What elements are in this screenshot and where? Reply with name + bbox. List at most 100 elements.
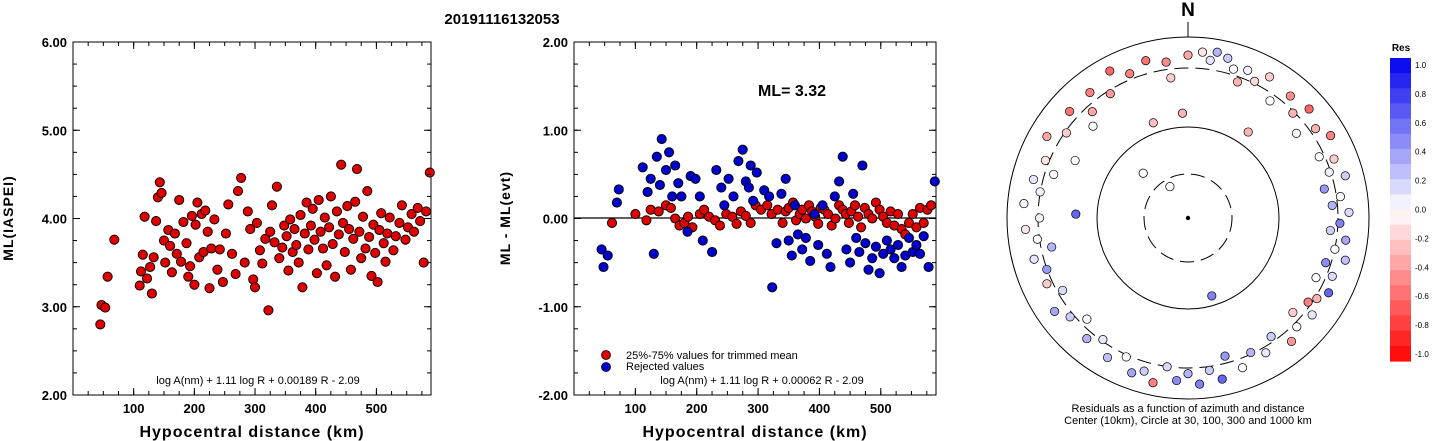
data-point xyxy=(777,217,788,228)
data-point xyxy=(348,233,359,244)
data-point xyxy=(611,197,622,208)
station-point xyxy=(1162,362,1172,372)
colorbar-cell xyxy=(1390,345,1411,362)
station-point xyxy=(1105,89,1115,99)
x-tick-label: 400 xyxy=(809,401,831,416)
station-point xyxy=(1326,131,1336,141)
station-point xyxy=(1324,167,1334,177)
data-point xyxy=(813,218,824,229)
data-point xyxy=(160,257,171,268)
data-point xyxy=(834,176,845,187)
station-point xyxy=(1288,108,1298,118)
colorbar-tick-label: -0.4 xyxy=(1415,263,1429,272)
data-point xyxy=(271,181,282,192)
data-point xyxy=(613,184,624,195)
data-point xyxy=(370,247,381,258)
station-point xyxy=(1165,182,1175,192)
station-point xyxy=(1042,264,1052,274)
data-point xyxy=(274,253,285,264)
y-axis-label: ML(IASPEI) xyxy=(0,175,16,260)
plot-frame xyxy=(72,41,432,396)
data-point xyxy=(854,246,865,258)
station-point xyxy=(1161,57,1171,67)
y-tick-label: 4.00 xyxy=(42,212,67,227)
axes: 100 200 300 400 500 2.00 3.00 4.00 5.00 6.00 xyxy=(42,35,431,416)
legend-marker-trimmed xyxy=(601,350,611,360)
data-point xyxy=(141,273,153,284)
data-point xyxy=(667,191,678,202)
station-point xyxy=(1285,91,1295,101)
station-point xyxy=(1286,336,1297,346)
data-point xyxy=(319,212,330,223)
colorbar-cell xyxy=(1390,300,1411,317)
data-point xyxy=(313,194,324,206)
data-point xyxy=(707,246,718,258)
station-point xyxy=(1085,87,1095,98)
data-point xyxy=(848,188,859,199)
colorbar-cell xyxy=(1390,194,1411,211)
data-point xyxy=(102,271,113,282)
station-point xyxy=(1237,363,1248,373)
station-point xyxy=(1029,254,1039,264)
station-point xyxy=(1127,368,1137,378)
data-point xyxy=(656,134,667,145)
ring-1000km xyxy=(1006,36,1370,400)
data-point xyxy=(394,217,405,228)
colorbar-tick-labels: 1.0 0.8 0.6 0.4 0.2 0.0 -0.2 -0.4 -0.6 -0.8 -1.0 xyxy=(1415,61,1429,359)
data-point xyxy=(95,319,106,330)
data-point xyxy=(357,211,369,222)
station-point xyxy=(1205,55,1215,65)
data-point xyxy=(740,210,751,221)
station-point xyxy=(1207,291,1217,301)
residual-colorbar: Res 1.0 0.8 0.6 0.4 0.2 0.0 -0.2 -0.4 -0.6 -0.8 -1… xyxy=(1390,43,1429,362)
colorbar-tick-label: -1.0 xyxy=(1415,350,1429,359)
data-point xyxy=(867,213,878,224)
data-point xyxy=(745,217,756,228)
station-point xyxy=(1243,65,1253,75)
data-point xyxy=(209,214,220,225)
data-point xyxy=(923,261,934,273)
data-point xyxy=(360,243,371,254)
ring-30km xyxy=(1143,173,1233,263)
data-point xyxy=(682,226,693,237)
colorbar-tick-label: 1.0 xyxy=(1415,61,1427,70)
residual-vs-distance-chart: 100 200 300 400 500 -2.00 -1.00 0.00 1.00 2.00 ML… xyxy=(497,35,940,441)
station-point xyxy=(1040,155,1050,165)
station-point xyxy=(1042,131,1052,142)
legend-label-rejected: Rejected values xyxy=(626,361,705,373)
data-point xyxy=(344,224,355,235)
data-point xyxy=(602,250,613,261)
azimuth-residual-plot: N Residuals as a function of azimuth and… xyxy=(1006,0,1370,427)
station-point xyxy=(1071,209,1081,219)
data-points xyxy=(95,159,435,330)
data-point xyxy=(648,248,659,259)
station-point xyxy=(1098,335,1108,345)
data-point xyxy=(156,187,167,198)
data-point xyxy=(697,235,708,246)
colorbar-tick-label: -0.2 xyxy=(1415,234,1429,243)
data-point xyxy=(699,204,710,215)
data-point xyxy=(317,243,329,254)
data-point xyxy=(154,177,165,188)
station-point xyxy=(1172,375,1182,386)
data-point xyxy=(857,160,868,171)
data-point xyxy=(860,238,871,249)
data-point xyxy=(384,212,395,223)
colorbar-cell xyxy=(1390,270,1411,286)
data-point xyxy=(291,239,302,251)
data-point xyxy=(181,238,192,249)
data-point xyxy=(251,217,262,228)
data-point xyxy=(342,201,353,212)
data-point xyxy=(337,217,349,228)
data-point xyxy=(324,222,335,233)
data-point xyxy=(356,253,367,264)
station-point xyxy=(1065,312,1075,322)
data-point xyxy=(892,239,904,251)
colorbar-cell xyxy=(1390,88,1411,105)
data-point xyxy=(630,209,641,220)
y-tick-label: -1.00 xyxy=(538,300,568,315)
station-point xyxy=(1138,168,1148,178)
station-point xyxy=(1220,351,1230,361)
data-point xyxy=(396,200,407,211)
station-point xyxy=(1324,288,1334,298)
